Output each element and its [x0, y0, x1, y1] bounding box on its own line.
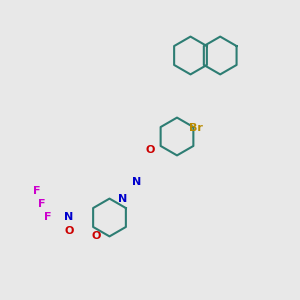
Text: N: N [64, 212, 74, 223]
Text: O: O [145, 145, 155, 155]
Text: O: O [91, 231, 101, 242]
Text: F: F [33, 185, 40, 196]
Text: N: N [132, 177, 141, 188]
Text: F: F [44, 212, 51, 223]
Text: O: O [64, 226, 74, 236]
Text: F: F [38, 199, 46, 209]
Text: Br: Br [189, 123, 203, 134]
Text: N: N [118, 194, 127, 204]
